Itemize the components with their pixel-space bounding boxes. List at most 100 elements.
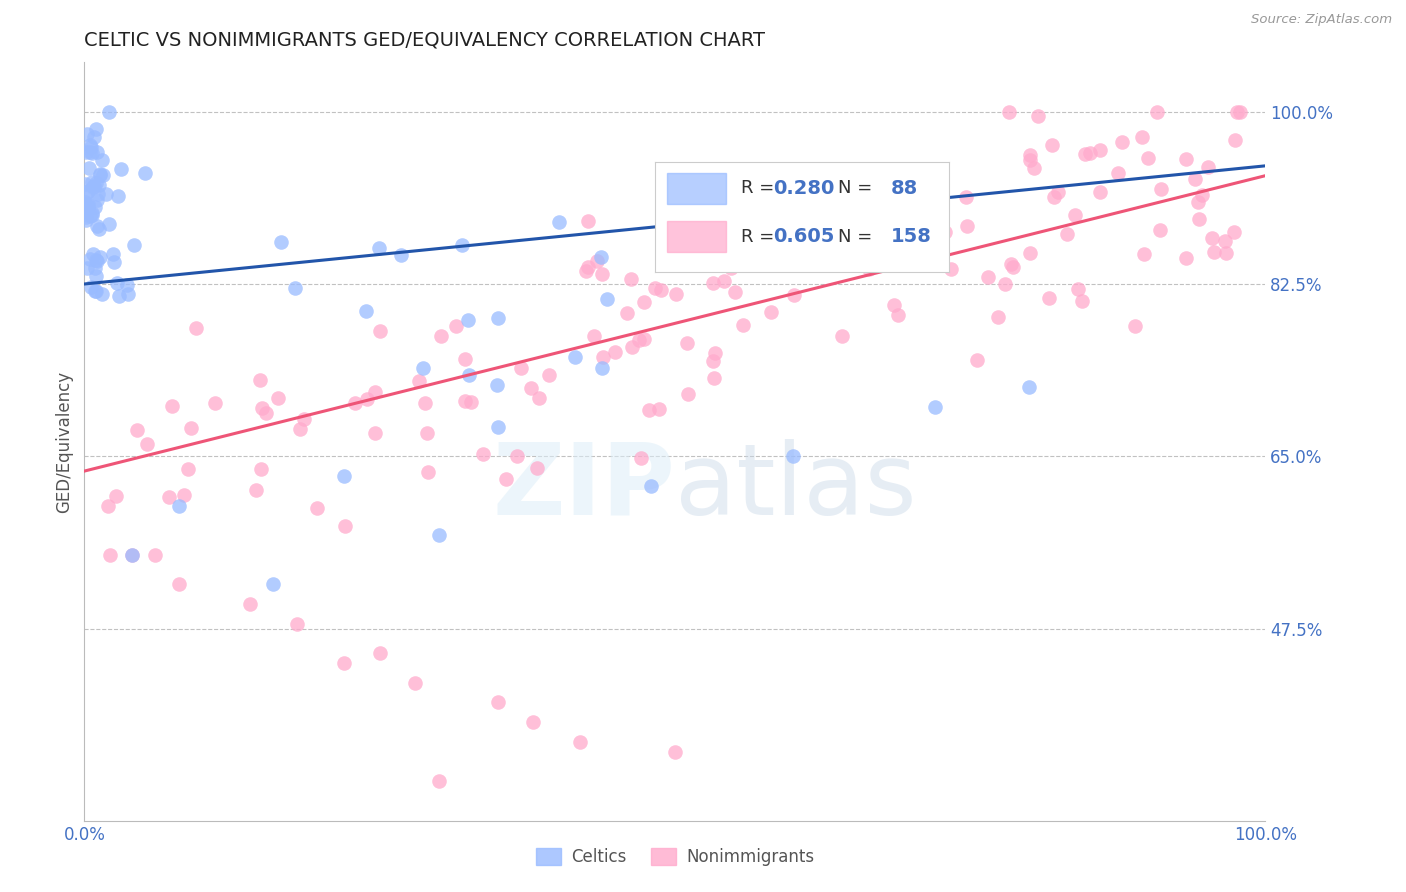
Point [1123, 318, 1146, 333]
Point [1229, 104, 1251, 119]
Text: CELTIC VS NONIMMIGRANTS GED/EQUIVALENCY CORRELATION CHART: CELTIC VS NONIMMIGRANTS GED/EQUIVALENCY … [84, 30, 765, 50]
Bar [666, 221, 725, 252]
Point [1067, 283, 1090, 297]
Point [367, 241, 389, 255]
Text: 88: 88 [890, 179, 918, 198]
Point [1188, 211, 1211, 226]
Point [994, 277, 1017, 291]
Point [167, 577, 190, 591]
Point [292, 412, 315, 426]
Point [966, 353, 988, 368]
Point [569, 735, 592, 749]
Point [1175, 252, 1198, 266]
Point [702, 353, 724, 368]
Text: R =: R = [741, 227, 779, 245]
Point [90, 153, 112, 167]
Point [1133, 247, 1156, 261]
Point [792, 242, 814, 256]
Point [107, 189, 129, 203]
Point [76, 185, 98, 199]
Point [363, 385, 385, 400]
Point [117, 286, 139, 301]
Point [457, 313, 479, 327]
Point [76, 261, 98, 276]
Point [883, 298, 905, 312]
Point [1026, 109, 1049, 123]
Point [73, 177, 96, 191]
Point [103, 254, 125, 268]
Point [676, 387, 699, 401]
Point [1191, 188, 1213, 202]
Point [1088, 143, 1111, 157]
Point [76, 199, 98, 213]
Point [427, 774, 450, 789]
Point [527, 391, 550, 405]
Point [94, 186, 117, 201]
Point [86, 193, 108, 207]
Point [86, 145, 108, 160]
Point [84, 176, 107, 190]
Point [83, 178, 105, 193]
Point [1078, 146, 1101, 161]
Point [1226, 104, 1249, 119]
Point [1215, 245, 1237, 260]
Point [121, 548, 143, 562]
Point [918, 177, 941, 191]
Point [73, 197, 96, 211]
Point [121, 548, 143, 562]
Point [927, 195, 949, 210]
Point [505, 450, 527, 464]
Point [1174, 153, 1197, 167]
Text: 0.605: 0.605 [773, 227, 834, 246]
Point [415, 396, 437, 410]
Point [987, 310, 1010, 325]
Point [79, 209, 101, 223]
Point [659, 235, 682, 249]
Point [1146, 104, 1168, 119]
Point [105, 489, 128, 503]
Point [591, 267, 613, 281]
Point [83, 284, 105, 298]
Point [86, 254, 108, 268]
Point [1187, 195, 1209, 210]
Point [404, 675, 426, 690]
Point [333, 469, 356, 483]
Point [180, 420, 202, 434]
Point [84, 269, 107, 284]
Point [644, 280, 666, 294]
Point [77, 184, 100, 198]
Point [616, 306, 638, 320]
Point [664, 745, 686, 759]
Point [592, 361, 614, 376]
Point [665, 287, 688, 301]
Point [703, 346, 725, 360]
Point [110, 161, 132, 176]
Legend: Celtics, Nonimmigrants: Celtics, Nonimmigrants [529, 841, 821, 873]
Point [630, 451, 652, 466]
Point [486, 696, 509, 710]
Point [136, 437, 159, 451]
Point [143, 548, 166, 562]
Point [427, 528, 450, 542]
Bar [666, 173, 725, 203]
Point [84, 284, 107, 298]
Point [368, 324, 391, 338]
Text: 0.280: 0.280 [773, 179, 834, 198]
Point [547, 215, 569, 229]
Point [858, 262, 880, 277]
Point [596, 292, 619, 306]
Point [186, 321, 208, 335]
Point [98, 104, 121, 119]
Point [77, 200, 100, 214]
Point [731, 318, 754, 332]
Point [997, 104, 1019, 119]
Point [1184, 172, 1206, 186]
Point [583, 329, 606, 343]
Point [451, 237, 474, 252]
Point [89, 169, 111, 183]
Text: N =: N = [838, 227, 877, 245]
Point [486, 310, 509, 325]
Point [703, 370, 725, 384]
Point [98, 548, 121, 562]
Point [177, 461, 200, 475]
